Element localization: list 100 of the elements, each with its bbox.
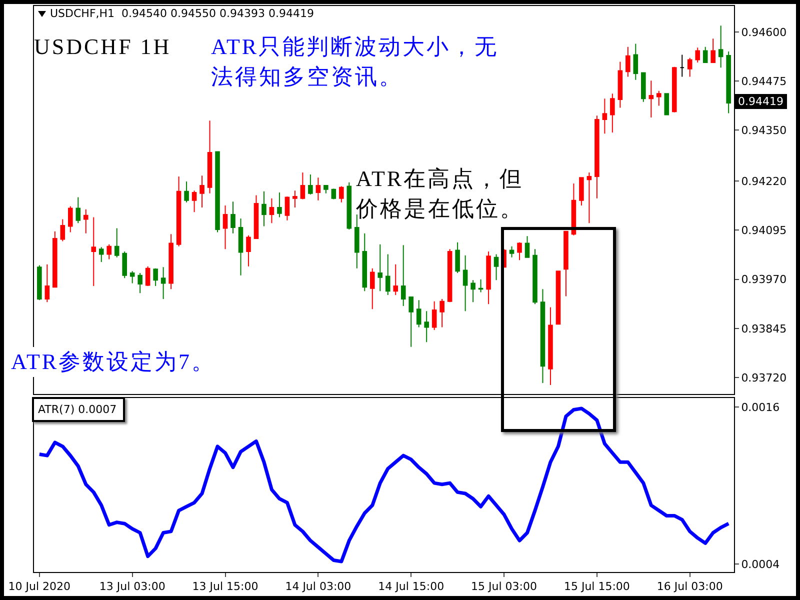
candlestick <box>462 254 468 312</box>
candlestick <box>618 61 623 108</box>
chart-title: USDCHF,H1 0.94540 0.94550 0.94393 0.94419 <box>50 7 314 20</box>
candlestick <box>215 151 220 233</box>
annotation: ATR参数设定为7。 <box>11 347 216 377</box>
y-tick-label: 0.93970 <box>741 273 787 286</box>
candlestick <box>718 25 724 68</box>
y-tick-label: 0.0016 <box>741 401 780 414</box>
candlestick <box>184 181 189 203</box>
candlestick <box>83 208 88 234</box>
candlestick <box>478 278 484 293</box>
candlestick <box>610 93 615 133</box>
x-tick-label: 13 Jul 15:00 <box>192 580 258 594</box>
candlestick <box>269 198 274 224</box>
candlestick <box>52 230 58 288</box>
candlestick <box>517 242 522 261</box>
candlestick <box>648 80 654 118</box>
candlestick <box>687 57 692 78</box>
candlestick <box>564 230 568 297</box>
candlestick <box>130 270 135 284</box>
candlestick <box>393 264 398 296</box>
candlestick <box>540 288 546 384</box>
candlestick <box>710 38 716 64</box>
x-tick-label: 16 Jul 03:00 <box>656 580 723 594</box>
candlestick <box>509 246 514 258</box>
candlestick <box>60 218 66 242</box>
y-tick-label: 0.94600 <box>741 26 787 39</box>
candlestick <box>230 201 236 234</box>
candlestick <box>37 264 42 301</box>
candlestick <box>114 228 120 258</box>
candlestick <box>176 176 182 247</box>
annotation: ATR在高点，但价格是在低位。 <box>356 165 525 223</box>
candlestick <box>556 270 561 325</box>
x-tick-label: 15 Jul 15:00 <box>564 580 630 594</box>
x-tick-label: 14 Jul 03:00 <box>285 580 352 594</box>
candlestick <box>76 196 81 224</box>
candlestick <box>91 216 96 286</box>
candlestick <box>486 250 491 305</box>
candlestick <box>695 47 700 64</box>
candlestick <box>238 218 244 276</box>
candlestick <box>680 54 685 78</box>
candlestick <box>626 46 630 78</box>
candlestick <box>440 298 444 328</box>
candlestick <box>579 177 584 206</box>
x-tick-label: 13 Jul 03:00 <box>99 580 166 594</box>
candlestick <box>602 98 608 134</box>
y-tick-label: 0.93845 <box>741 322 787 336</box>
candlestick <box>548 306 553 386</box>
candlestick <box>370 268 375 310</box>
candlestick <box>284 196 290 221</box>
candlestick <box>254 194 259 239</box>
candlestick <box>308 174 313 195</box>
candlestick <box>222 205 228 250</box>
text: ATR(7) 0.0007 <box>32 397 125 422</box>
y-tick-label: 0.94350 <box>741 124 787 137</box>
candlestick <box>633 43 638 80</box>
y-tick-label: 0.94220 <box>741 175 787 188</box>
candlestick <box>168 234 174 290</box>
candlestick <box>470 280 476 303</box>
candlestick <box>262 190 266 227</box>
candlestick <box>416 300 422 328</box>
candlestick <box>571 183 576 236</box>
candlestick <box>106 244 112 260</box>
candlestick <box>339 186 344 203</box>
candlestick <box>192 190 197 213</box>
candlestick <box>207 120 212 194</box>
candlestick <box>200 175 204 208</box>
candlestick <box>44 264 50 303</box>
y-tick-label: 0.94095 <box>741 224 787 238</box>
annotation: USDCHF 1H <box>34 34 172 59</box>
candlestick <box>400 244 406 307</box>
candlestick <box>656 90 662 106</box>
candlestick <box>447 248 452 303</box>
candlestick <box>432 300 437 330</box>
candlestick <box>664 93 670 116</box>
candlestick <box>532 248 538 305</box>
candlestick <box>300 172 306 200</box>
x-tick-label: 10 Jul 2020 <box>8 580 71 594</box>
line-series <box>38 406 730 564</box>
candlestick <box>324 184 328 194</box>
candlestick <box>672 66 677 113</box>
candlestick <box>362 232 368 292</box>
candlestick <box>455 242 460 274</box>
y-tick-label: 0.0004 <box>741 558 780 571</box>
candlestick <box>153 268 158 286</box>
annotation: ATR只能判断波动大小，无法得知多空资讯。 <box>211 33 500 91</box>
candlestick <box>641 72 646 102</box>
y-tick-label: 0.93720 <box>741 371 787 384</box>
candlestick <box>138 272 142 294</box>
candlestick <box>98 246 104 263</box>
candlestick <box>494 254 499 281</box>
candlestick <box>292 190 298 208</box>
y-tick-label: 0.94475 <box>741 74 787 88</box>
candlestick <box>145 266 150 286</box>
candlestick <box>277 192 282 218</box>
candlestick <box>378 244 383 292</box>
candlestick <box>594 115 600 199</box>
candlestick <box>246 234 251 267</box>
candlestick <box>726 51 731 114</box>
x-tick-label: 15 Jul 03:00 <box>471 580 538 594</box>
